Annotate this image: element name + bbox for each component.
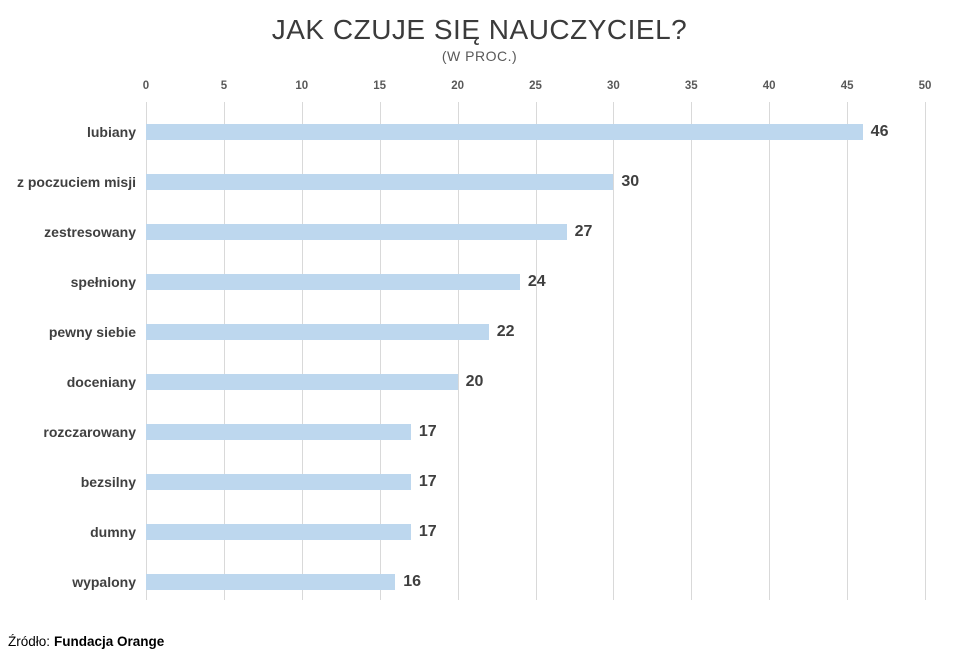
gridline [925, 102, 926, 600]
value-label: 20 [465, 373, 484, 390]
bar-lubiany [146, 124, 863, 140]
bar-z-poczuciem-misji [146, 174, 614, 190]
value-label: 17 [418, 473, 437, 490]
value-label: 16 [403, 573, 422, 590]
category-label: rozczarowany [43, 424, 136, 440]
x-tick-label: 5 [220, 80, 228, 92]
category-label: zestresowany [44, 224, 136, 240]
gridline [223, 102, 225, 600]
bar-zestresowany [146, 224, 567, 240]
value-label: 22 [496, 323, 515, 340]
category-label: z poczuciem misji [16, 174, 136, 190]
x-tick-label: 35 [684, 80, 698, 92]
x-tick-label: 15 [373, 80, 387, 92]
gridline [613, 102, 615, 600]
gridline [691, 102, 693, 600]
gridline [847, 102, 849, 600]
category-label: pewny siebie [48, 324, 136, 340]
x-tick-label: 25 [529, 80, 542, 92]
category-label: dumny [90, 524, 136, 540]
chart-title: JAK CZUJE SIĘ NAUCZYCIEL? [271, 14, 688, 45]
x-tick-label: 40 [762, 80, 776, 92]
gridline [379, 102, 381, 600]
x-tick-label: 10 [295, 80, 309, 92]
gridline [301, 102, 303, 600]
value-label: 17 [418, 523, 437, 540]
x-tick-label: 30 [606, 80, 620, 92]
gridline [146, 102, 147, 600]
x-tick-label: 0 [142, 80, 150, 92]
category-label: lubiany [86, 124, 136, 140]
source-name: Fundacja Orange [54, 634, 165, 649]
value-label: 27 [574, 223, 593, 240]
gridline [457, 102, 459, 600]
gridline [535, 102, 537, 600]
category-label: bezsilny [80, 474, 136, 490]
x-tick-label: 20 [451, 80, 464, 92]
source-note: Źródło: Fundacja Orange [8, 634, 164, 649]
x-tick-label: 50 [918, 80, 932, 92]
bar-spełniony [146, 274, 520, 290]
bar-bezsilny [146, 474, 411, 490]
plot-area: 0 5 10 15 20 25 30 35 40 45 50 46 30 27 24 22 20 17 17 17 1… [142, 0, 931, 640]
category-label: wypalony [72, 574, 136, 590]
bar-rozczarowany [146, 424, 411, 440]
value-label: 46 [870, 123, 889, 140]
value-label: 30 [621, 173, 640, 190]
source-prefix: Źródło: [8, 634, 51, 649]
x-tick-label: 45 [840, 80, 854, 92]
value-label: 24 [527, 273, 546, 290]
bar-wypalony [146, 574, 396, 590]
chart-subtitle: (W PROC.) [441, 48, 518, 64]
category-label: doceniany [66, 374, 136, 390]
category-label: spełniony [70, 274, 136, 290]
bar-doceniany [146, 374, 458, 390]
gridline [769, 102, 771, 600]
bar-dumny [146, 524, 411, 540]
bar-pewny-siebie [146, 324, 489, 340]
value-label: 17 [418, 423, 437, 440]
chart-header: JAK CZUJE SIĘ NAUCZYCIEL? (W PROC.) [0, 14, 959, 64]
